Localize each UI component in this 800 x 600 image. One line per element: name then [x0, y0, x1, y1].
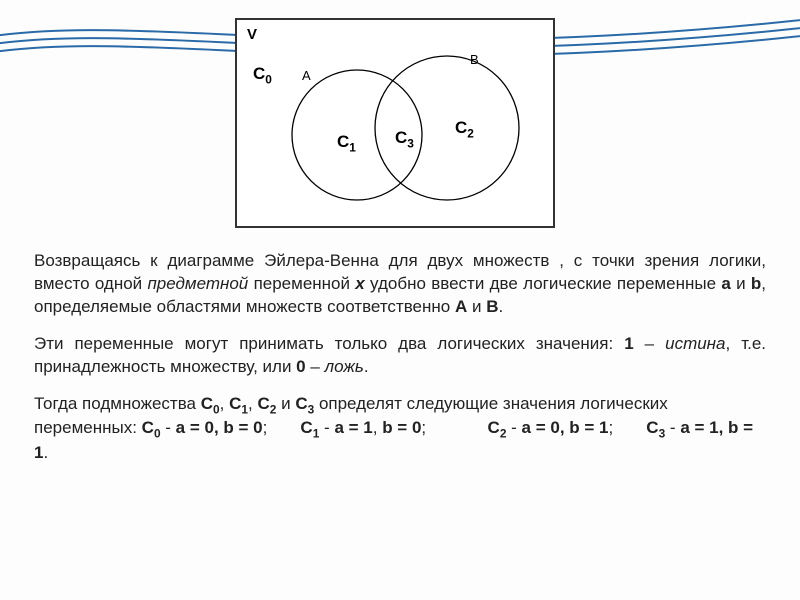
paragraph-1: Возвращаясь к диаграмме Эйлера-Венна для… — [34, 250, 766, 319]
venn-label-c0: С0 — [253, 64, 272, 86]
paragraph-2: Эти переменные могут принимать только дв… — [34, 333, 766, 379]
venn-svg — [237, 20, 553, 226]
venn-label-c2: С2 — [455, 118, 474, 140]
slide-text: Возвращаясь к диаграмме Эйлера-Венна для… — [34, 250, 766, 479]
venn-label-c3: С3 — [395, 128, 414, 150]
paragraph-3: Тогда подмножества С0, С1, С2 и С3 опред… — [34, 393, 766, 465]
venn-label-a: A — [302, 68, 311, 83]
venn-label-v: V — [247, 26, 257, 43]
venn-label-b: B — [470, 52, 479, 67]
venn-diagram-frame: V A B С0 С1 С3 С2 — [235, 18, 555, 228]
venn-label-c1: С1 — [337, 132, 356, 154]
